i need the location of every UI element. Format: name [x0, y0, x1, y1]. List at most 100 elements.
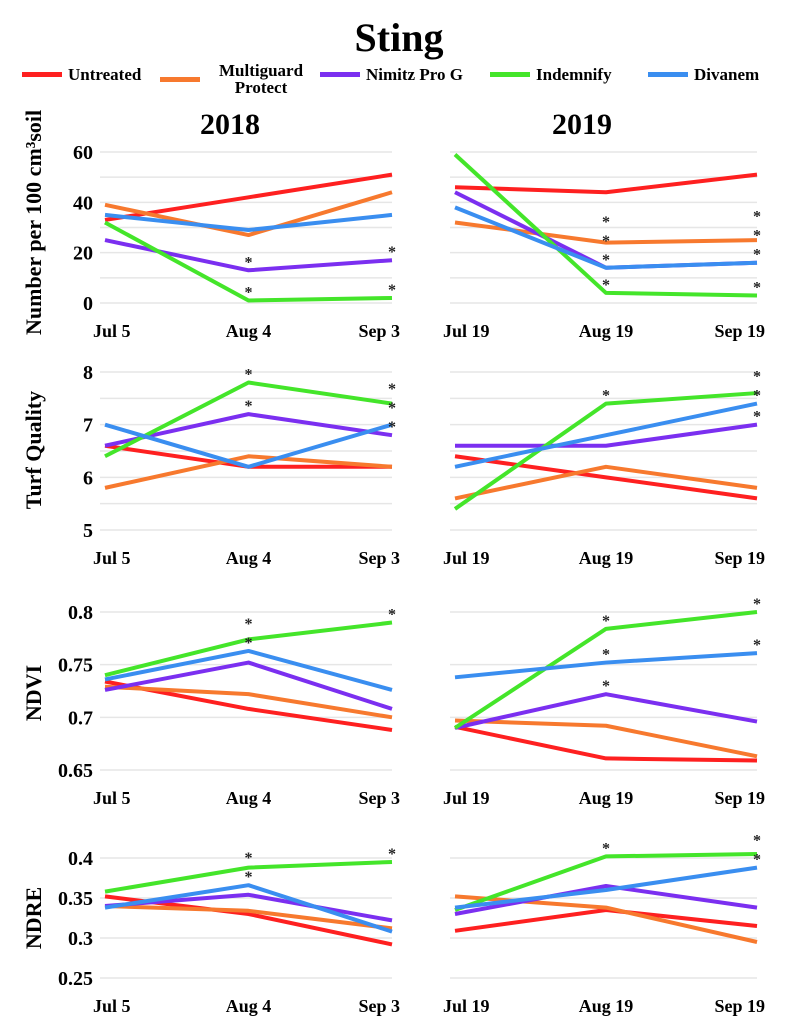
significance-marker: *: [388, 419, 396, 436]
series-line-multiguard-protect: [454, 464, 758, 501]
x-tick-label: Sep 3: [358, 321, 400, 341]
x-tick-label: Jul 19: [443, 996, 490, 1016]
y-tick-label: 0.7: [68, 707, 93, 729]
significance-marker: *: [602, 214, 610, 231]
significance-marker: *: [388, 244, 396, 261]
significance-marker: *: [602, 252, 610, 269]
y-tick-label: 0: [83, 293, 93, 315]
significance-marker: *: [245, 284, 253, 301]
legend-label: Untreated: [68, 65, 142, 84]
x-tick-label: Aug 19: [579, 548, 634, 568]
legend-swatch: [320, 72, 360, 77]
significance-marker: *: [753, 596, 761, 613]
y-tick-label: 60: [73, 142, 93, 164]
series-line-divanem: [454, 865, 758, 910]
series-line-divanem: [454, 205, 758, 270]
x-tick-label: Aug 4: [226, 548, 272, 568]
x-tick-label: Sep 19: [714, 788, 765, 808]
y-tick-label: 0.4: [68, 848, 93, 870]
series-line-indemnify: [453, 391, 758, 511]
x-tick-label: Jul 5: [93, 548, 131, 568]
legend-label: Multiguard Protect: [218, 61, 304, 97]
significance-marker: *: [245, 398, 253, 415]
x-tick-label: Aug 19: [579, 788, 634, 808]
series-line-indemnify: [454, 852, 758, 912]
y-tick-label: 0.25: [58, 968, 93, 990]
significance-marker: *: [245, 616, 253, 633]
series-line-nimitz-pro-g: [454, 692, 758, 730]
y-tick-label: 0.3: [68, 928, 93, 950]
legend-item-divanem: Divanem: [648, 66, 759, 83]
significance-marker: *: [602, 678, 610, 695]
significance-marker: *: [245, 869, 253, 886]
x-tick-label: Sep 3: [358, 996, 400, 1016]
series-line-divanem: [454, 401, 758, 469]
legend-swatch: [490, 72, 530, 77]
y-tick-label: 40: [73, 192, 93, 214]
x-tick-label: Sep 19: [714, 996, 765, 1016]
series-line-untreated: [454, 908, 758, 933]
significance-marker: *: [753, 409, 761, 426]
series-line-divanem: [104, 648, 393, 692]
x-tick-label: Jul 19: [443, 788, 490, 808]
significance-marker: *: [388, 400, 396, 417]
significance-marker: *: [245, 254, 253, 271]
significance-marker: *: [602, 840, 610, 857]
legend-label: Divanem: [694, 65, 760, 84]
y-tick-label: 0.65: [58, 760, 93, 782]
significance-marker: *: [753, 279, 761, 296]
series-line-divanem: [104, 422, 393, 469]
x-tick-label: Sep 19: [714, 548, 765, 568]
legend-item-nimitz: Nimitz Pro G: [320, 66, 463, 83]
significance-marker: *: [753, 369, 761, 386]
legend-item-untreated: Untreated: [22, 66, 141, 83]
significance-marker: *: [753, 833, 761, 850]
year-label-2019: 2019: [552, 108, 612, 141]
x-tick-label: Aug 19: [579, 321, 634, 341]
x-tick-label: Aug 4: [226, 788, 272, 808]
series-line-multiguard-protect: [454, 718, 758, 759]
significance-marker: *: [245, 635, 253, 652]
significance-marker: *: [753, 637, 761, 654]
series-line-multiguard-protect: [104, 684, 393, 720]
series-line-multiguard-protect: [104, 190, 393, 238]
y-tick-label: 5: [83, 520, 93, 542]
x-tick-label: Aug 19: [579, 996, 634, 1016]
legend-swatch: [22, 72, 62, 77]
significance-marker: *: [753, 247, 761, 264]
significance-marker: *: [245, 367, 253, 384]
significance-marker: *: [602, 277, 610, 294]
x-tick-label: Jul 19: [443, 548, 490, 568]
legend-item-indemnify: Indemnify: [490, 66, 612, 83]
x-tick-label: Sep 3: [358, 548, 400, 568]
x-tick-label: Sep 3: [358, 788, 400, 808]
series-line-nimitz-pro-g: [455, 422, 758, 448]
y-tick-label: 6: [83, 467, 93, 489]
significance-marker: *: [602, 388, 610, 405]
significance-marker: *: [753, 228, 761, 245]
legend-label: Indemnify: [536, 65, 612, 84]
series-line-indemnify: [104, 620, 393, 678]
significance-marker: *: [602, 613, 610, 630]
significance-marker: *: [753, 388, 761, 405]
y-tick-label: 8: [83, 362, 93, 384]
significance-marker: *: [388, 381, 396, 398]
series-line-multiguard-protect: [104, 904, 393, 931]
chart-title: Sting: [354, 15, 444, 60]
y-tick-label: 7: [83, 415, 93, 437]
legend-label: Nimitz Pro G: [366, 65, 463, 84]
series-line-untreated: [454, 172, 758, 195]
x-tick-label: Jul 5: [93, 788, 131, 808]
x-tick-label: Sep 19: [714, 321, 765, 341]
y-tick-label: 0.35: [58, 888, 93, 910]
series-line-nimitz-pro-g: [104, 892, 393, 923]
series-line-nimitz-pro-g: [454, 884, 758, 916]
series-line-untreated: [454, 724, 758, 763]
series-line-indemnify: [453, 610, 758, 730]
series-line-multiguard-protect: [104, 454, 393, 490]
significance-marker: *: [602, 233, 610, 250]
series-line-untreated: [454, 454, 758, 501]
series-line-nimitz-pro-g: [104, 412, 393, 448]
series-line-nimitz-pro-g: [104, 660, 393, 711]
